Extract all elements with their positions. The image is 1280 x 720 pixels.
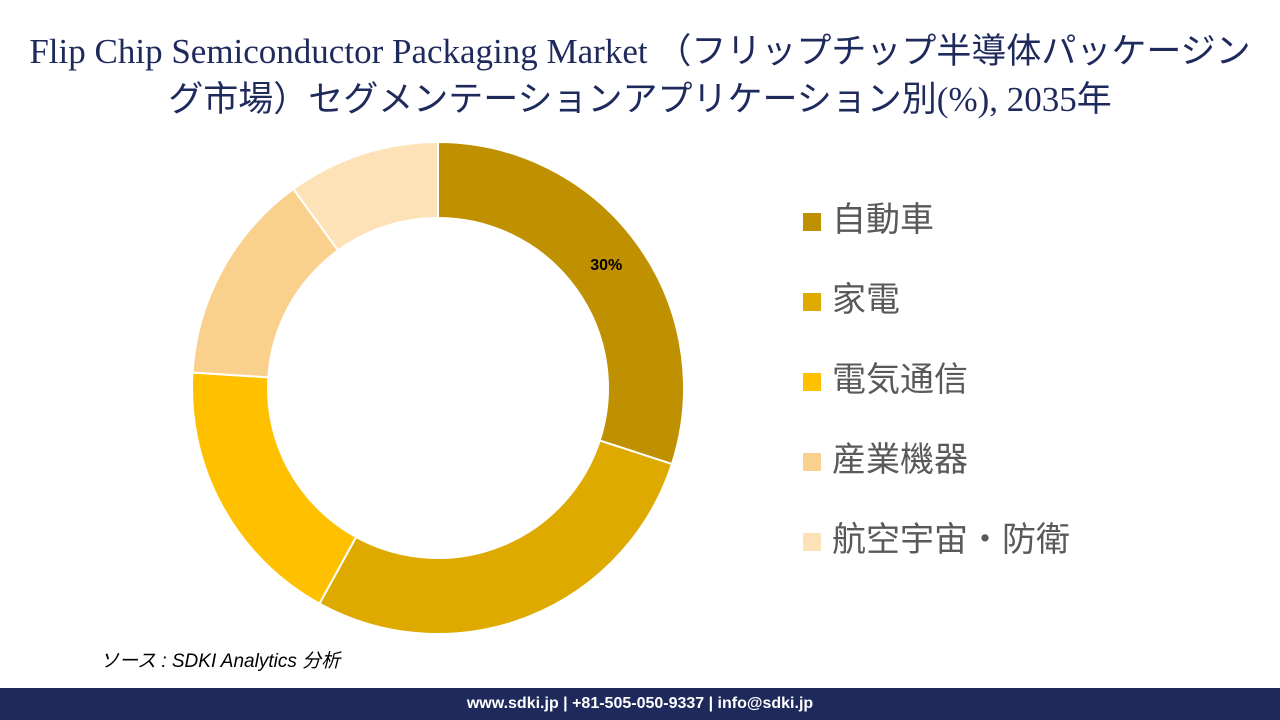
legend-label: 航空宇宙・防衛 [832, 521, 1070, 559]
source: ソース : SDKI Analytics 分析 [100, 651, 341, 672]
legend-label: 自動車 [832, 201, 934, 239]
legend-label: 産業機器 [832, 441, 968, 479]
footer: www.sdki.jp | +81-505-050-9337 | info@sd… [0, 688, 1280, 720]
donut-segment [292, 140, 439, 252]
legend-swatch [803, 293, 821, 311]
legend-label: 家電 [832, 281, 900, 319]
legend-label: 電気通信 [832, 361, 968, 399]
legend-swatch [803, 373, 821, 391]
chart-title: Flip Chip Semiconductor Packaging Market… [29, 32, 1251, 119]
donut-segment [191, 371, 358, 605]
donut-segment [437, 140, 685, 466]
legend-swatch [803, 213, 821, 231]
data-label: 30% [590, 257, 622, 274]
legend-swatch [803, 453, 821, 471]
legend-swatch [803, 533, 821, 551]
donut-segment [318, 439, 674, 635]
